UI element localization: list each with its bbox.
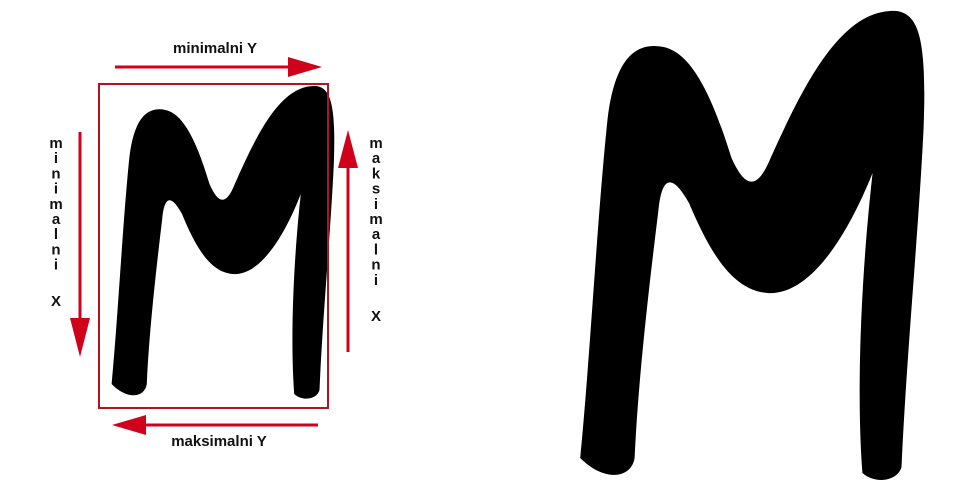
letter-m-right — [580, 10, 925, 480]
arrow-maksimalni-x — [338, 130, 358, 352]
bounding-box — [98, 83, 329, 409]
letter-m-left — [111, 85, 335, 399]
arrow-maksimalni-y — [112, 415, 318, 435]
arrow-minimalni-y — [115, 57, 322, 77]
label-maksimalni-y: maksimalni Y — [171, 433, 267, 450]
label-minimalni-y: minimalni Y — [173, 40, 257, 57]
arrow-minimalni-x — [70, 132, 90, 357]
